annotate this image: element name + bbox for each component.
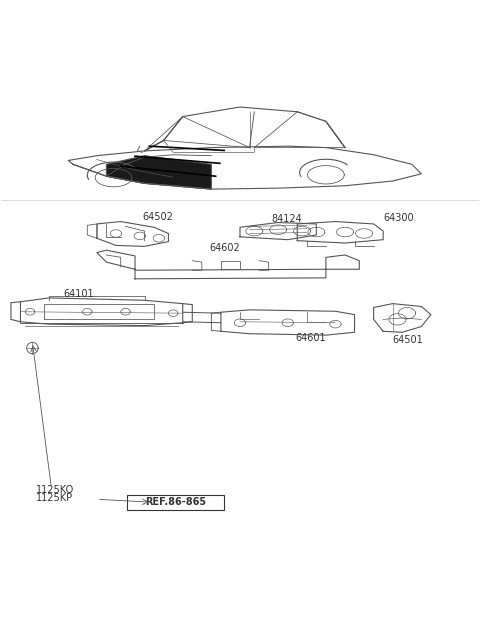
Text: 64300: 64300 bbox=[383, 213, 414, 223]
Text: 64602: 64602 bbox=[209, 243, 240, 253]
Text: 84124: 84124 bbox=[271, 214, 302, 224]
Text: 64502: 64502 bbox=[142, 212, 173, 222]
Text: 1125KO: 1125KO bbox=[36, 485, 74, 495]
Text: 64501: 64501 bbox=[393, 335, 423, 345]
Text: 64101: 64101 bbox=[63, 289, 94, 299]
FancyBboxPatch shape bbox=[127, 495, 224, 510]
Polygon shape bbox=[107, 156, 211, 189]
Text: REF.86-865: REF.86-865 bbox=[145, 497, 206, 507]
Text: 64601: 64601 bbox=[295, 333, 325, 344]
Text: 1125KP: 1125KP bbox=[36, 493, 73, 503]
